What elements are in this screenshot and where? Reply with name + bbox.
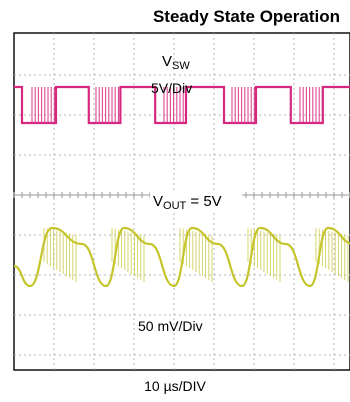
vsw-scale-label: 5V/Div (151, 80, 192, 96)
vsw-label-subscript: SW (172, 60, 190, 72)
plot-frame (13, 32, 350, 371)
chart-title: Steady State Operation (152, 7, 340, 26)
vout-label-subscript: OUT (163, 200, 187, 212)
waveform-traces (13, 85, 350, 288)
vsw-label: VSW (162, 53, 190, 72)
vout-label: VOUT = 5V (153, 193, 222, 212)
time-scale-label: 10 µs/DIV (144, 378, 206, 394)
vout-label-background (150, 190, 242, 212)
vout-label-name: V (153, 193, 163, 210)
vout-trace (13, 226, 350, 288)
vout-scale-label: 50 mV/Div (138, 318, 203, 334)
vout-label-value: = 5V (186, 193, 221, 210)
vsw-label-name: V (162, 53, 172, 70)
